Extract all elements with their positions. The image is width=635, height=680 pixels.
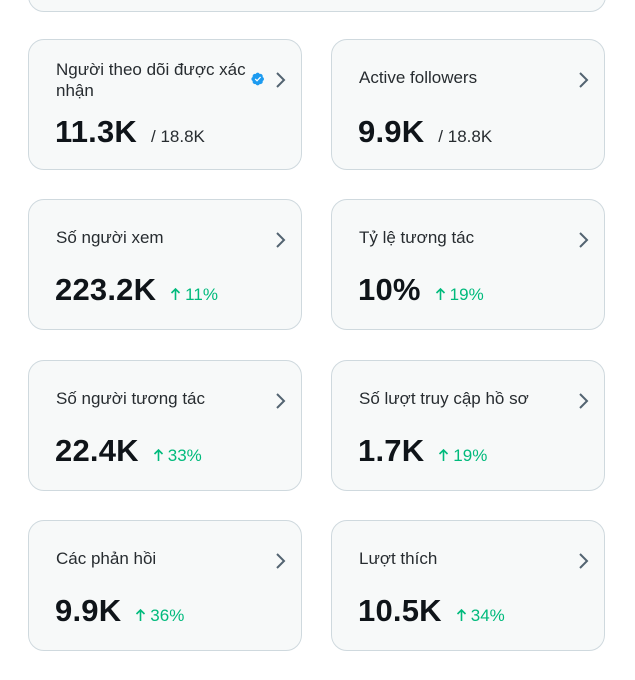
arrow-up-icon <box>153 448 163 461</box>
metric-delta-value: 33% <box>167 446 202 465</box>
metric-delta-value: 36% <box>150 606 185 625</box>
metric-delta-value: 19% <box>449 285 484 304</box>
verified-badge-icon <box>251 72 264 86</box>
metric-value: 10.5K <box>358 593 442 628</box>
metric-total: / 18.8K <box>438 127 493 146</box>
metric-label: Lượt thích <box>359 549 438 568</box>
chevron-right-icon <box>579 393 589 409</box>
metric-value: 11.3K <box>55 114 138 149</box>
arrow-up-icon <box>439 448 449 461</box>
metric-delta: 19% <box>438 446 487 466</box>
previous-card[interactable] <box>28 0 606 12</box>
metric-delta: 34% <box>456 606 505 626</box>
metric-value: 1.7K <box>358 433 425 468</box>
metric-delta-value: 11% <box>185 285 218 304</box>
chevron-right-icon <box>276 553 286 569</box>
arrow-up-icon <box>136 608 146 621</box>
metric-value: 9.9K <box>55 593 122 628</box>
chevron-right-icon <box>579 232 589 248</box>
metric-label: Số lượt truy cập hồ sơ <box>359 389 529 408</box>
metric-value: 22.4K <box>55 433 139 468</box>
metric-delta: 36% <box>135 606 184 626</box>
metric-label: Số người tương tác <box>56 389 206 408</box>
metric-delta-value: 34% <box>470 606 505 625</box>
metric-label: Active followers <box>359 68 478 87</box>
metric-label: Số người xem <box>56 228 164 247</box>
metric-card-engagement-rate[interactable]: Tỷ lệ tương tác 10% 19% <box>331 199 605 330</box>
metric-card-verified-followers[interactable]: Người theo dõi được xác nhận 11.3K / 18.… <box>28 39 302 170</box>
metric-value: 223.2K <box>55 272 157 307</box>
metric-value: 10% <box>358 272 421 307</box>
metric-total: / 18.8K <box>151 127 205 146</box>
chevron-right-icon <box>579 553 589 569</box>
chevron-right-icon <box>579 72 589 88</box>
metric-label: Tỷ lệ tương tác <box>359 228 475 247</box>
metric-card-viewers[interactable]: Số người xem 223.2K 11% <box>28 199 302 330</box>
arrow-up-icon <box>456 608 466 621</box>
metric-card-replies[interactable]: Các phản hồi 9.9K 36% <box>28 520 302 651</box>
metric-delta-value: 19% <box>453 446 488 465</box>
arrow-up-icon <box>435 287 445 300</box>
metric-label: Các phản hồi <box>56 549 157 568</box>
metric-delta: 19% <box>435 285 484 305</box>
chevron-right-icon <box>276 232 286 248</box>
metric-card-likes[interactable]: Lượt thích 10.5K 34% <box>331 520 605 651</box>
chevron-right-icon <box>276 393 286 409</box>
metric-card-profile-visits[interactable]: Số lượt truy cập hồ sơ 1.7K 19% <box>331 360 605 491</box>
chevron-right-icon <box>276 72 286 88</box>
metric-delta: 11% <box>170 285 218 305</box>
metric-card-engaged-users[interactable]: Số người tương tác 22.4K 33% <box>28 360 302 491</box>
metric-delta: 33% <box>153 446 202 466</box>
metric-label: Người theo dõi được xác nhận <box>56 60 246 100</box>
metric-value: 9.9K <box>358 114 425 149</box>
arrow-up-icon <box>171 287 181 300</box>
metric-card-active-followers[interactable]: Active followers 9.9K / 18.8K <box>331 39 605 170</box>
